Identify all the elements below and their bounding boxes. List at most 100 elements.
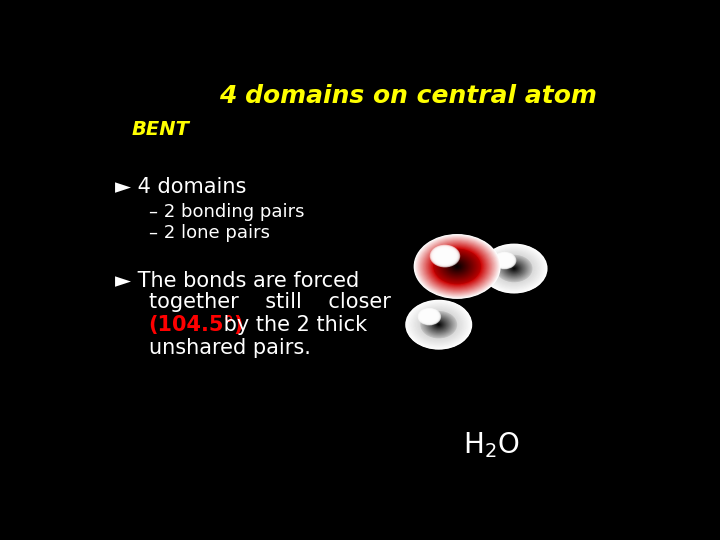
Circle shape — [486, 248, 542, 289]
Circle shape — [509, 265, 519, 272]
Circle shape — [434, 248, 456, 264]
Circle shape — [439, 253, 475, 280]
Circle shape — [508, 265, 520, 273]
Circle shape — [433, 321, 444, 329]
Circle shape — [505, 262, 523, 275]
Circle shape — [444, 255, 446, 257]
Circle shape — [500, 257, 509, 264]
Circle shape — [480, 244, 547, 293]
Circle shape — [420, 310, 458, 339]
Circle shape — [428, 316, 431, 318]
Circle shape — [493, 253, 535, 285]
Circle shape — [431, 319, 446, 330]
Circle shape — [407, 301, 471, 348]
Circle shape — [417, 308, 461, 341]
Circle shape — [418, 237, 497, 296]
Circle shape — [421, 310, 438, 323]
Circle shape — [498, 256, 531, 281]
Circle shape — [487, 248, 541, 289]
Circle shape — [436, 323, 441, 326]
Circle shape — [440, 253, 474, 279]
Circle shape — [500, 259, 528, 279]
Circle shape — [496, 255, 532, 282]
Circle shape — [503, 259, 506, 262]
Text: (104.5°): (104.5°) — [148, 315, 244, 335]
Circle shape — [510, 265, 518, 272]
Circle shape — [423, 313, 454, 336]
Circle shape — [409, 302, 469, 347]
Circle shape — [438, 252, 477, 281]
Circle shape — [413, 305, 465, 344]
Circle shape — [507, 263, 521, 274]
Circle shape — [499, 258, 529, 280]
Circle shape — [441, 253, 449, 260]
Circle shape — [498, 255, 512, 266]
Circle shape — [453, 263, 462, 269]
Circle shape — [500, 258, 528, 279]
Circle shape — [511, 266, 517, 271]
Circle shape — [415, 307, 463, 342]
Circle shape — [501, 259, 527, 278]
Circle shape — [513, 268, 516, 269]
Circle shape — [415, 307, 462, 342]
Circle shape — [441, 254, 473, 278]
Circle shape — [443, 255, 472, 277]
Circle shape — [456, 266, 458, 267]
Circle shape — [432, 247, 482, 285]
Circle shape — [513, 268, 515, 269]
Circle shape — [414, 306, 463, 343]
Circle shape — [423, 312, 436, 321]
Circle shape — [427, 315, 432, 319]
Circle shape — [418, 309, 460, 341]
Circle shape — [449, 260, 465, 272]
Circle shape — [488, 249, 540, 288]
Circle shape — [495, 254, 534, 283]
Circle shape — [438, 324, 440, 326]
Circle shape — [503, 259, 507, 262]
Circle shape — [487, 248, 541, 288]
Circle shape — [429, 318, 449, 332]
Circle shape — [485, 247, 543, 290]
Circle shape — [494, 253, 516, 268]
Circle shape — [416, 235, 498, 298]
Circle shape — [406, 301, 471, 349]
Circle shape — [493, 252, 516, 269]
Circle shape — [428, 317, 449, 333]
Circle shape — [418, 308, 441, 325]
Circle shape — [446, 258, 468, 274]
Circle shape — [429, 245, 485, 287]
Circle shape — [426, 242, 489, 290]
Circle shape — [505, 262, 523, 275]
Circle shape — [420, 311, 457, 339]
Circle shape — [498, 256, 530, 281]
Circle shape — [498, 257, 530, 280]
Circle shape — [438, 251, 452, 261]
Circle shape — [420, 309, 439, 324]
Circle shape — [493, 253, 535, 284]
Circle shape — [482, 245, 546, 293]
Circle shape — [436, 249, 454, 263]
Circle shape — [456, 265, 459, 267]
Circle shape — [500, 258, 528, 279]
Circle shape — [423, 313, 454, 336]
Circle shape — [419, 238, 495, 295]
Circle shape — [482, 245, 546, 292]
Circle shape — [451, 261, 464, 271]
Circle shape — [408, 302, 469, 348]
Circle shape — [421, 312, 456, 338]
Circle shape — [430, 246, 485, 287]
Circle shape — [424, 314, 454, 335]
Circle shape — [497, 255, 531, 281]
Circle shape — [423, 240, 492, 292]
Text: 4 domains on central atom: 4 domains on central atom — [219, 84, 597, 108]
Circle shape — [481, 244, 547, 293]
Circle shape — [444, 256, 470, 276]
Circle shape — [428, 317, 449, 332]
Circle shape — [433, 247, 456, 265]
Circle shape — [428, 315, 431, 318]
Text: BENT: BENT — [132, 120, 190, 139]
Circle shape — [417, 236, 498, 297]
Circle shape — [416, 308, 461, 341]
Circle shape — [447, 259, 467, 274]
Circle shape — [449, 260, 466, 273]
